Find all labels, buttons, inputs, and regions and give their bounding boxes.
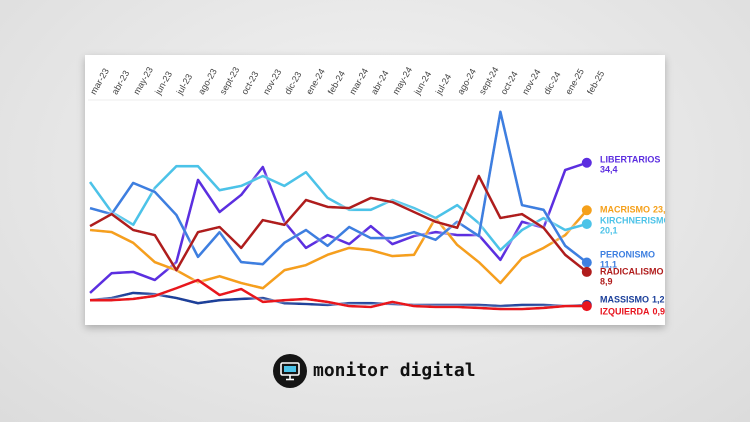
series-line xyxy=(89,174,588,273)
value-label: 34,4 xyxy=(600,164,618,174)
value-label: 8,9 xyxy=(600,276,613,286)
value-label: 1,2 xyxy=(652,294,665,304)
end-dot xyxy=(581,257,592,268)
series-line xyxy=(89,209,588,290)
series-label: PERONISMO xyxy=(600,249,655,259)
end-dot xyxy=(581,266,592,277)
end-dot xyxy=(581,157,592,168)
series-label: LIBERTARIOS xyxy=(600,154,660,164)
series-label: KIRCHNERISMO xyxy=(600,215,671,225)
end-dot xyxy=(581,218,592,229)
value-label: 20,1 xyxy=(600,225,618,235)
end-dot xyxy=(581,205,592,216)
brand-name: monitor digital xyxy=(313,360,476,381)
series-label: MACRISMO xyxy=(600,204,650,214)
value-label: 23, xyxy=(653,204,666,214)
end-dot xyxy=(581,301,592,312)
value-label: 11,1 xyxy=(600,259,617,269)
value-label: 0,9 xyxy=(653,306,666,316)
series-line xyxy=(88,164,588,252)
series-line xyxy=(89,110,588,266)
logo-screen xyxy=(284,366,296,372)
series-label: RADICALISMO xyxy=(600,266,664,276)
series-label: IZQUIERDA xyxy=(600,306,650,316)
series-label: MASSISMO xyxy=(600,294,649,304)
series-line xyxy=(90,278,587,311)
